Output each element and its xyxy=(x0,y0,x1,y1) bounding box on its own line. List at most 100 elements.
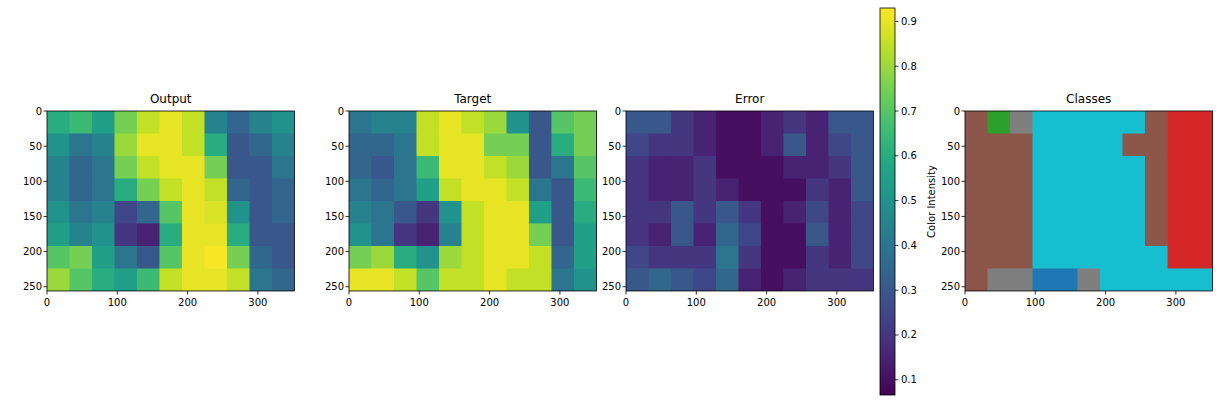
y-tick-label: 200 xyxy=(23,246,42,257)
cell xyxy=(671,156,694,179)
cell xyxy=(671,268,694,290)
cell xyxy=(461,156,484,179)
cell xyxy=(182,111,205,134)
cell xyxy=(69,156,92,179)
y-tick xyxy=(962,286,966,287)
cell xyxy=(272,246,294,269)
cell xyxy=(1145,246,1168,269)
cell xyxy=(851,133,873,156)
cell xyxy=(484,133,507,156)
cell xyxy=(574,223,596,246)
cell xyxy=(574,133,596,156)
cell xyxy=(1145,111,1168,134)
cell xyxy=(484,201,507,224)
y-tick xyxy=(623,286,627,287)
x-tick-label: 100 xyxy=(1026,297,1045,308)
cell xyxy=(249,111,272,134)
cell xyxy=(92,178,115,201)
cell xyxy=(394,133,417,156)
cell xyxy=(1100,246,1123,269)
cell xyxy=(1167,268,1190,290)
title: Error xyxy=(735,92,764,106)
cell xyxy=(783,223,806,246)
cell xyxy=(1190,246,1212,269)
cell xyxy=(551,268,574,290)
cell xyxy=(1032,178,1055,201)
cell xyxy=(626,268,649,290)
cell xyxy=(851,268,873,290)
cell xyxy=(1077,223,1100,246)
x-tick xyxy=(1105,291,1106,295)
cell xyxy=(1077,201,1100,224)
cell xyxy=(738,111,761,134)
y-tick-label: 250 xyxy=(941,281,960,292)
cell xyxy=(506,201,529,224)
y-tick xyxy=(44,216,48,217)
title: Classes xyxy=(1066,92,1111,106)
cell xyxy=(529,156,552,179)
x-tick-label: 200 xyxy=(757,297,776,308)
cell xyxy=(828,201,851,224)
y-tick xyxy=(623,111,627,112)
cell xyxy=(272,201,294,224)
cell xyxy=(137,178,160,201)
cell xyxy=(69,201,92,224)
cell xyxy=(204,201,227,224)
cell xyxy=(648,268,671,290)
cell xyxy=(394,156,417,179)
cell xyxy=(506,133,529,156)
cell xyxy=(439,268,462,290)
x-tick xyxy=(1035,291,1036,295)
cell xyxy=(716,223,739,246)
cell xyxy=(1055,246,1078,269)
cell xyxy=(439,133,462,156)
cell xyxy=(987,156,1010,179)
cell xyxy=(965,268,988,290)
cell xyxy=(648,111,671,134)
cell xyxy=(416,178,439,201)
cell xyxy=(47,246,70,269)
y-tick-label: 150 xyxy=(23,211,42,222)
cell xyxy=(626,223,649,246)
cell xyxy=(1122,133,1145,156)
cell xyxy=(574,201,596,224)
cell xyxy=(1032,133,1055,156)
cells xyxy=(47,111,294,291)
cell xyxy=(1055,156,1078,179)
cell xyxy=(371,133,394,156)
cell xyxy=(1010,223,1033,246)
cell xyxy=(783,133,806,156)
cell xyxy=(484,111,507,134)
cell xyxy=(1100,178,1123,201)
cell xyxy=(1122,268,1145,290)
cell xyxy=(828,268,851,290)
x-tick xyxy=(965,291,966,295)
colorbar-tick-label: 0.3 xyxy=(901,285,917,296)
cell xyxy=(693,268,716,290)
cell xyxy=(1010,133,1033,156)
cell xyxy=(828,111,851,134)
cell xyxy=(574,111,596,134)
cell xyxy=(439,201,462,224)
colorbar-tick xyxy=(895,245,899,246)
cell xyxy=(529,178,552,201)
y-tick-label: 250 xyxy=(23,281,42,292)
cell xyxy=(1077,246,1100,269)
cell xyxy=(227,201,250,224)
cell xyxy=(529,246,552,269)
cell xyxy=(806,178,829,201)
cell xyxy=(1145,201,1168,224)
y-tick-label: 100 xyxy=(941,176,960,187)
cell xyxy=(227,268,250,290)
cell xyxy=(1122,223,1145,246)
cell xyxy=(114,133,137,156)
cell xyxy=(648,246,671,269)
cell xyxy=(648,223,671,246)
cell xyxy=(738,268,761,290)
cell xyxy=(506,223,529,246)
cell xyxy=(1032,268,1055,290)
x-tick xyxy=(836,291,837,295)
cell xyxy=(439,223,462,246)
cell xyxy=(394,201,417,224)
x-tick xyxy=(419,291,420,295)
